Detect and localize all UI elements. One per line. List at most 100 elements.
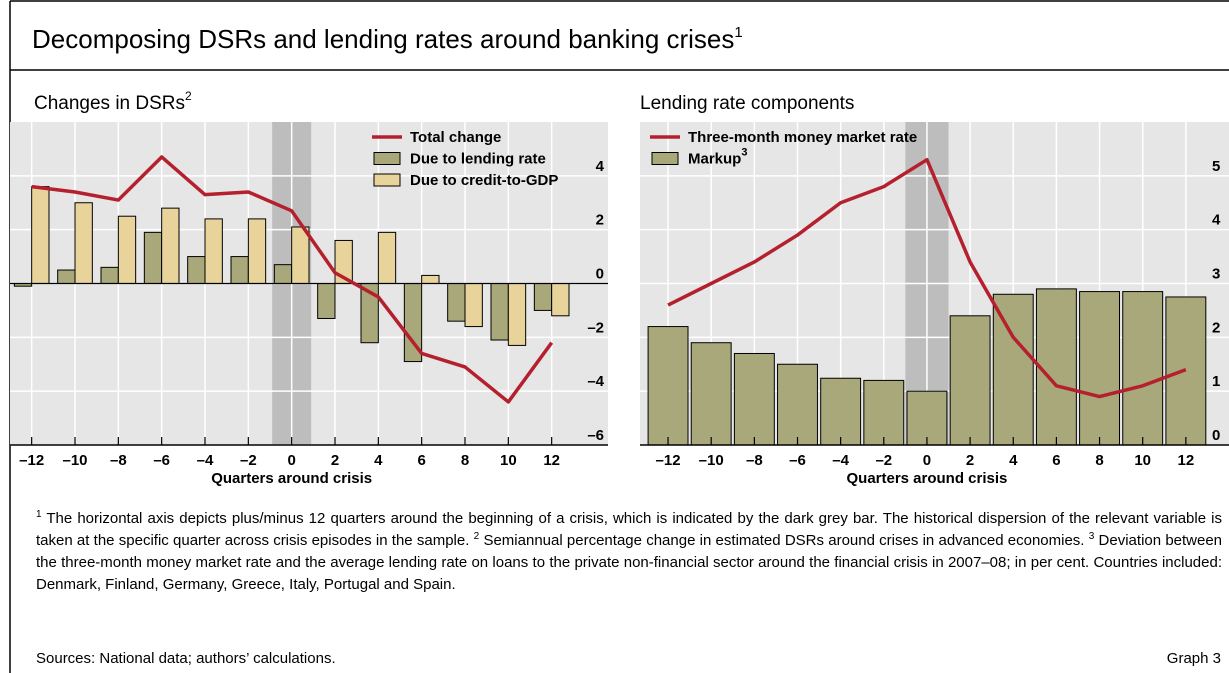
x-tick-label: 12: [1178, 452, 1195, 469]
bar: [291, 226, 310, 285]
bar: [1079, 291, 1121, 446]
bar: [777, 363, 818, 446]
panel-title: Changes in DSRs2: [34, 89, 192, 114]
x-tick-label: –8: [110, 452, 127, 469]
x-tick-label: –8: [746, 452, 763, 469]
legend-swatch: [373, 152, 401, 165]
x-tick-label: 4: [1009, 452, 1018, 469]
legend-label: Total change: [410, 129, 501, 146]
bar: [733, 352, 775, 446]
bar: [507, 283, 527, 346]
footnote-text: The horizontal axis depicts plus/minus 1…: [36, 510, 1222, 549]
legend-label: Due to credit-to-GDP: [410, 172, 558, 189]
y-tick-label: 2: [596, 212, 604, 229]
footnote-marker: 1: [36, 509, 42, 520]
x-tick-label: 0: [923, 452, 931, 469]
bar: [247, 218, 267, 284]
footnote-marker: 2: [473, 531, 480, 542]
footnote-marker: 3: [1088, 531, 1095, 542]
x-tick-label: 12: [543, 452, 560, 469]
bar: [74, 202, 93, 284]
bar: [57, 269, 76, 284]
bar: [31, 186, 50, 285]
y-tick-label: 1: [1212, 373, 1220, 390]
x-tick-label: –4: [197, 452, 214, 469]
x-tick-label: 2: [331, 452, 339, 469]
panel-title: Lending rate components: [640, 93, 854, 114]
x-tick-label: –12: [19, 452, 44, 469]
y-tick-label: 4: [596, 158, 605, 175]
bar: [551, 283, 570, 317]
panel-title-text: Changes in DSRs: [34, 93, 185, 114]
bar: [100, 266, 119, 285]
bar: [273, 264, 293, 284]
bar: [906, 390, 948, 446]
bar: [204, 218, 223, 284]
legend-text: Due to credit-to-GDP: [410, 172, 558, 189]
bar: [949, 315, 991, 446]
bar: [464, 283, 483, 328]
x-tick-label: –4: [832, 452, 849, 469]
panel-title-note: 2: [185, 89, 192, 103]
bar: [863, 379, 905, 446]
footnote-text: Deviation between the three-month money …: [36, 532, 1223, 593]
legend-label: Markup3: [688, 147, 747, 168]
bar: [377, 231, 397, 285]
page-title: Decomposing DSRs and lending rates aroun…: [32, 24, 743, 54]
bar: [117, 215, 137, 284]
x-tick-label: 10: [1134, 452, 1151, 469]
x-tick-label: –6: [789, 452, 806, 469]
legend-label: Three-month money market rate: [688, 129, 917, 146]
x-tick-label: –12: [656, 452, 681, 469]
y-tick-label: –4: [587, 373, 604, 390]
legend-label: Due to lending rate: [410, 151, 546, 168]
x-tick-label: –10: [62, 452, 87, 469]
legend-swatch: [651, 152, 679, 165]
y-tick-label: 0: [1212, 427, 1220, 444]
x-tick-label: 2: [966, 452, 974, 469]
line: [31, 155, 554, 404]
x-tick-label: 0: [287, 452, 295, 469]
bar: [447, 283, 466, 322]
legend-text: Due to lending rate: [410, 151, 546, 168]
line: [667, 157, 1187, 399]
legend-swatch: [373, 173, 401, 187]
footnote-text: Semiannual percentage change in estimate…: [483, 532, 1085, 549]
y-tick-label: 0: [596, 266, 604, 283]
bar: [1035, 288, 1077, 446]
y-tick-label: 4: [1212, 212, 1221, 229]
x-tick-label: 10: [500, 452, 517, 469]
x-axis-label: Quarters around crisis: [846, 470, 1007, 487]
x-tick-label: 6: [1052, 452, 1060, 469]
bar: [421, 274, 440, 284]
x-tick-label: 8: [461, 452, 469, 469]
x-tick-label: 4: [374, 452, 383, 469]
x-tick-label: –6: [153, 452, 170, 469]
sources: Sources: National data; authors’ calcula…: [36, 650, 336, 667]
bar: [647, 326, 689, 446]
legend-text: Total change: [410, 129, 501, 146]
legend-note: 3: [741, 147, 747, 159]
bar: [161, 207, 180, 284]
x-tick-label: 8: [1095, 452, 1103, 469]
x-tick-label: –10: [699, 452, 724, 469]
y-tick-label: –6: [587, 427, 604, 444]
bar: [490, 283, 509, 341]
bar: [533, 283, 553, 311]
bar: [690, 342, 732, 446]
x-tick-label: 6: [417, 452, 425, 469]
title-text: Decomposing DSRs and lending rates aroun…: [32, 24, 734, 54]
graph-label: Graph 3: [1166, 650, 1221, 667]
y-tick-label: 5: [1212, 158, 1220, 175]
bar: [187, 256, 206, 285]
x-axis-label: Quarters around crisis: [211, 470, 372, 487]
y-tick-label: 3: [1212, 266, 1220, 283]
bar: [230, 256, 249, 285]
x-tick-label: –2: [240, 452, 257, 469]
y-tick-label: –2: [587, 319, 604, 336]
bar: [317, 283, 336, 319]
legend-text: Three-month money market rate: [688, 129, 917, 146]
bar: [820, 377, 862, 446]
